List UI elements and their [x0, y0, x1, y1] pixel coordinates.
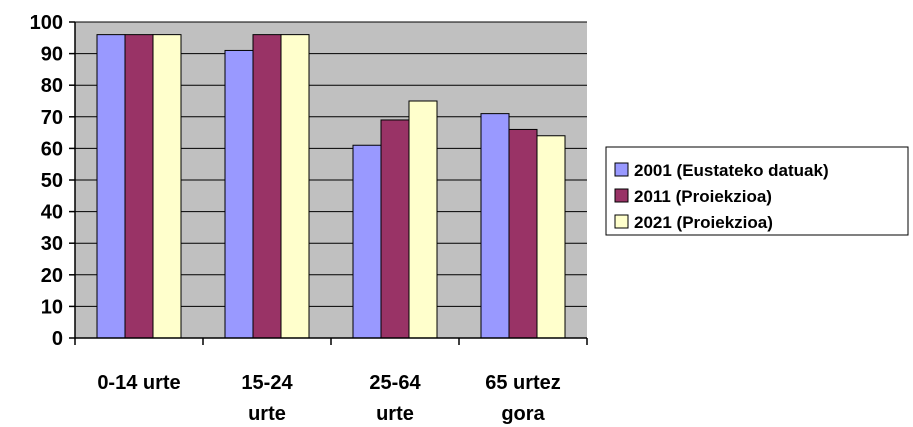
y-tick-label: 90: [41, 44, 63, 66]
x-tick-label: 15-24 urte: [241, 372, 293, 425]
legend-swatch: [614, 188, 629, 203]
bar: [408, 100, 438, 339]
bar: [152, 34, 182, 339]
bar: [508, 128, 538, 339]
bar: [124, 34, 154, 339]
legend: 2001 (Eustateko datuak) 2011 (Proiekzioa)…: [605, 146, 909, 236]
legend-swatch: [614, 214, 629, 229]
x-axis-labels: 0-14 urte 15-24 urte 25-64 urte 65 urtez gora: [74, 338, 588, 425]
legend-box: [605, 146, 909, 236]
y-tick-label: 10: [41, 296, 63, 318]
legend-swatch: [614, 162, 629, 177]
bar: [96, 34, 126, 339]
legend-label: 2001 (Eustateko datuak): [634, 161, 829, 180]
y-tick-label: 40: [41, 202, 63, 224]
y-tick-label: 30: [41, 233, 63, 255]
y-tick-label: 50: [41, 170, 63, 192]
y-tick-label: 80: [41, 75, 63, 97]
y-tick-label: 0: [52, 328, 63, 350]
bar: [536, 135, 566, 339]
bars: [96, 34, 566, 339]
y-tick-label: 20: [41, 265, 63, 287]
bar: [252, 34, 282, 339]
x-tick-label: 65 urtez gora: [485, 372, 561, 425]
bar: [352, 144, 382, 339]
bar: [280, 34, 310, 339]
y-tick-label: 60: [41, 138, 63, 160]
legend-label: 2011 (Proiekzioa): [634, 187, 772, 206]
bar: [480, 113, 510, 339]
y-tick-label: 70: [41, 107, 63, 129]
bar: [380, 119, 410, 339]
y-tick-label: 100: [30, 12, 63, 34]
y-axis-ticks: 0 10 20 30 40 50 60 70 80 90 100: [30, 12, 75, 350]
legend-label: 2021 (Proiekzioa): [634, 213, 773, 232]
x-tick-label: 0-14 urte: [97, 372, 180, 394]
x-tick-label: 25-64 urte: [369, 372, 421, 425]
bar: [224, 49, 254, 339]
